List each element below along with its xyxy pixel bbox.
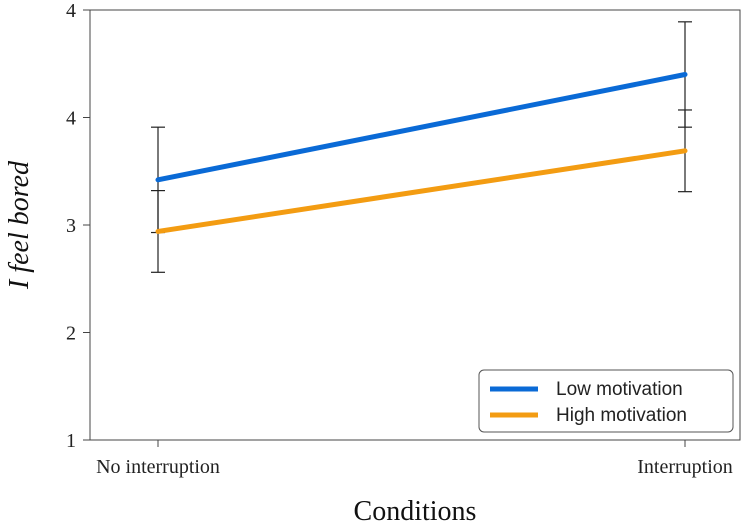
x-tick-label: Interruption xyxy=(637,456,733,478)
y-axis-ticks: 1 2 3 4 4 xyxy=(66,0,90,452)
error-bars xyxy=(151,21,692,273)
legend: Low motivation High motivation xyxy=(478,369,734,433)
x-axis-title: Conditions xyxy=(354,496,477,527)
legend-label-low-motivation: Low motivation xyxy=(556,379,683,400)
y-tick-label: 1 xyxy=(66,430,76,452)
x-axis-ticks: No interruption Interruption xyxy=(96,440,733,478)
series-line-low-motivation xyxy=(155,72,688,183)
y-tick-label: 4 xyxy=(66,108,76,130)
y-axis-title: I feel bored xyxy=(4,160,35,290)
x-tick-label: No interruption xyxy=(96,456,220,478)
y-tick-label: 3 xyxy=(66,215,76,237)
legend-box xyxy=(478,369,734,433)
series-line-high-motivation xyxy=(155,148,688,234)
series-lines xyxy=(155,72,688,234)
legend-label-high-motivation: High motivation xyxy=(556,405,687,426)
y-tick-label: 4 xyxy=(66,0,76,22)
y-tick-label: 2 xyxy=(66,323,76,345)
